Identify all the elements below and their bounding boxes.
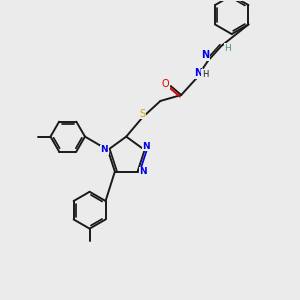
- Text: H: H: [202, 70, 208, 79]
- Text: N: N: [139, 167, 147, 176]
- Text: N: N: [100, 146, 108, 154]
- Text: S: S: [140, 109, 146, 119]
- Text: H: H: [224, 44, 231, 53]
- Text: N: N: [194, 68, 202, 78]
- Text: O: O: [162, 79, 169, 89]
- Text: N: N: [142, 142, 150, 151]
- Text: N: N: [202, 50, 210, 61]
